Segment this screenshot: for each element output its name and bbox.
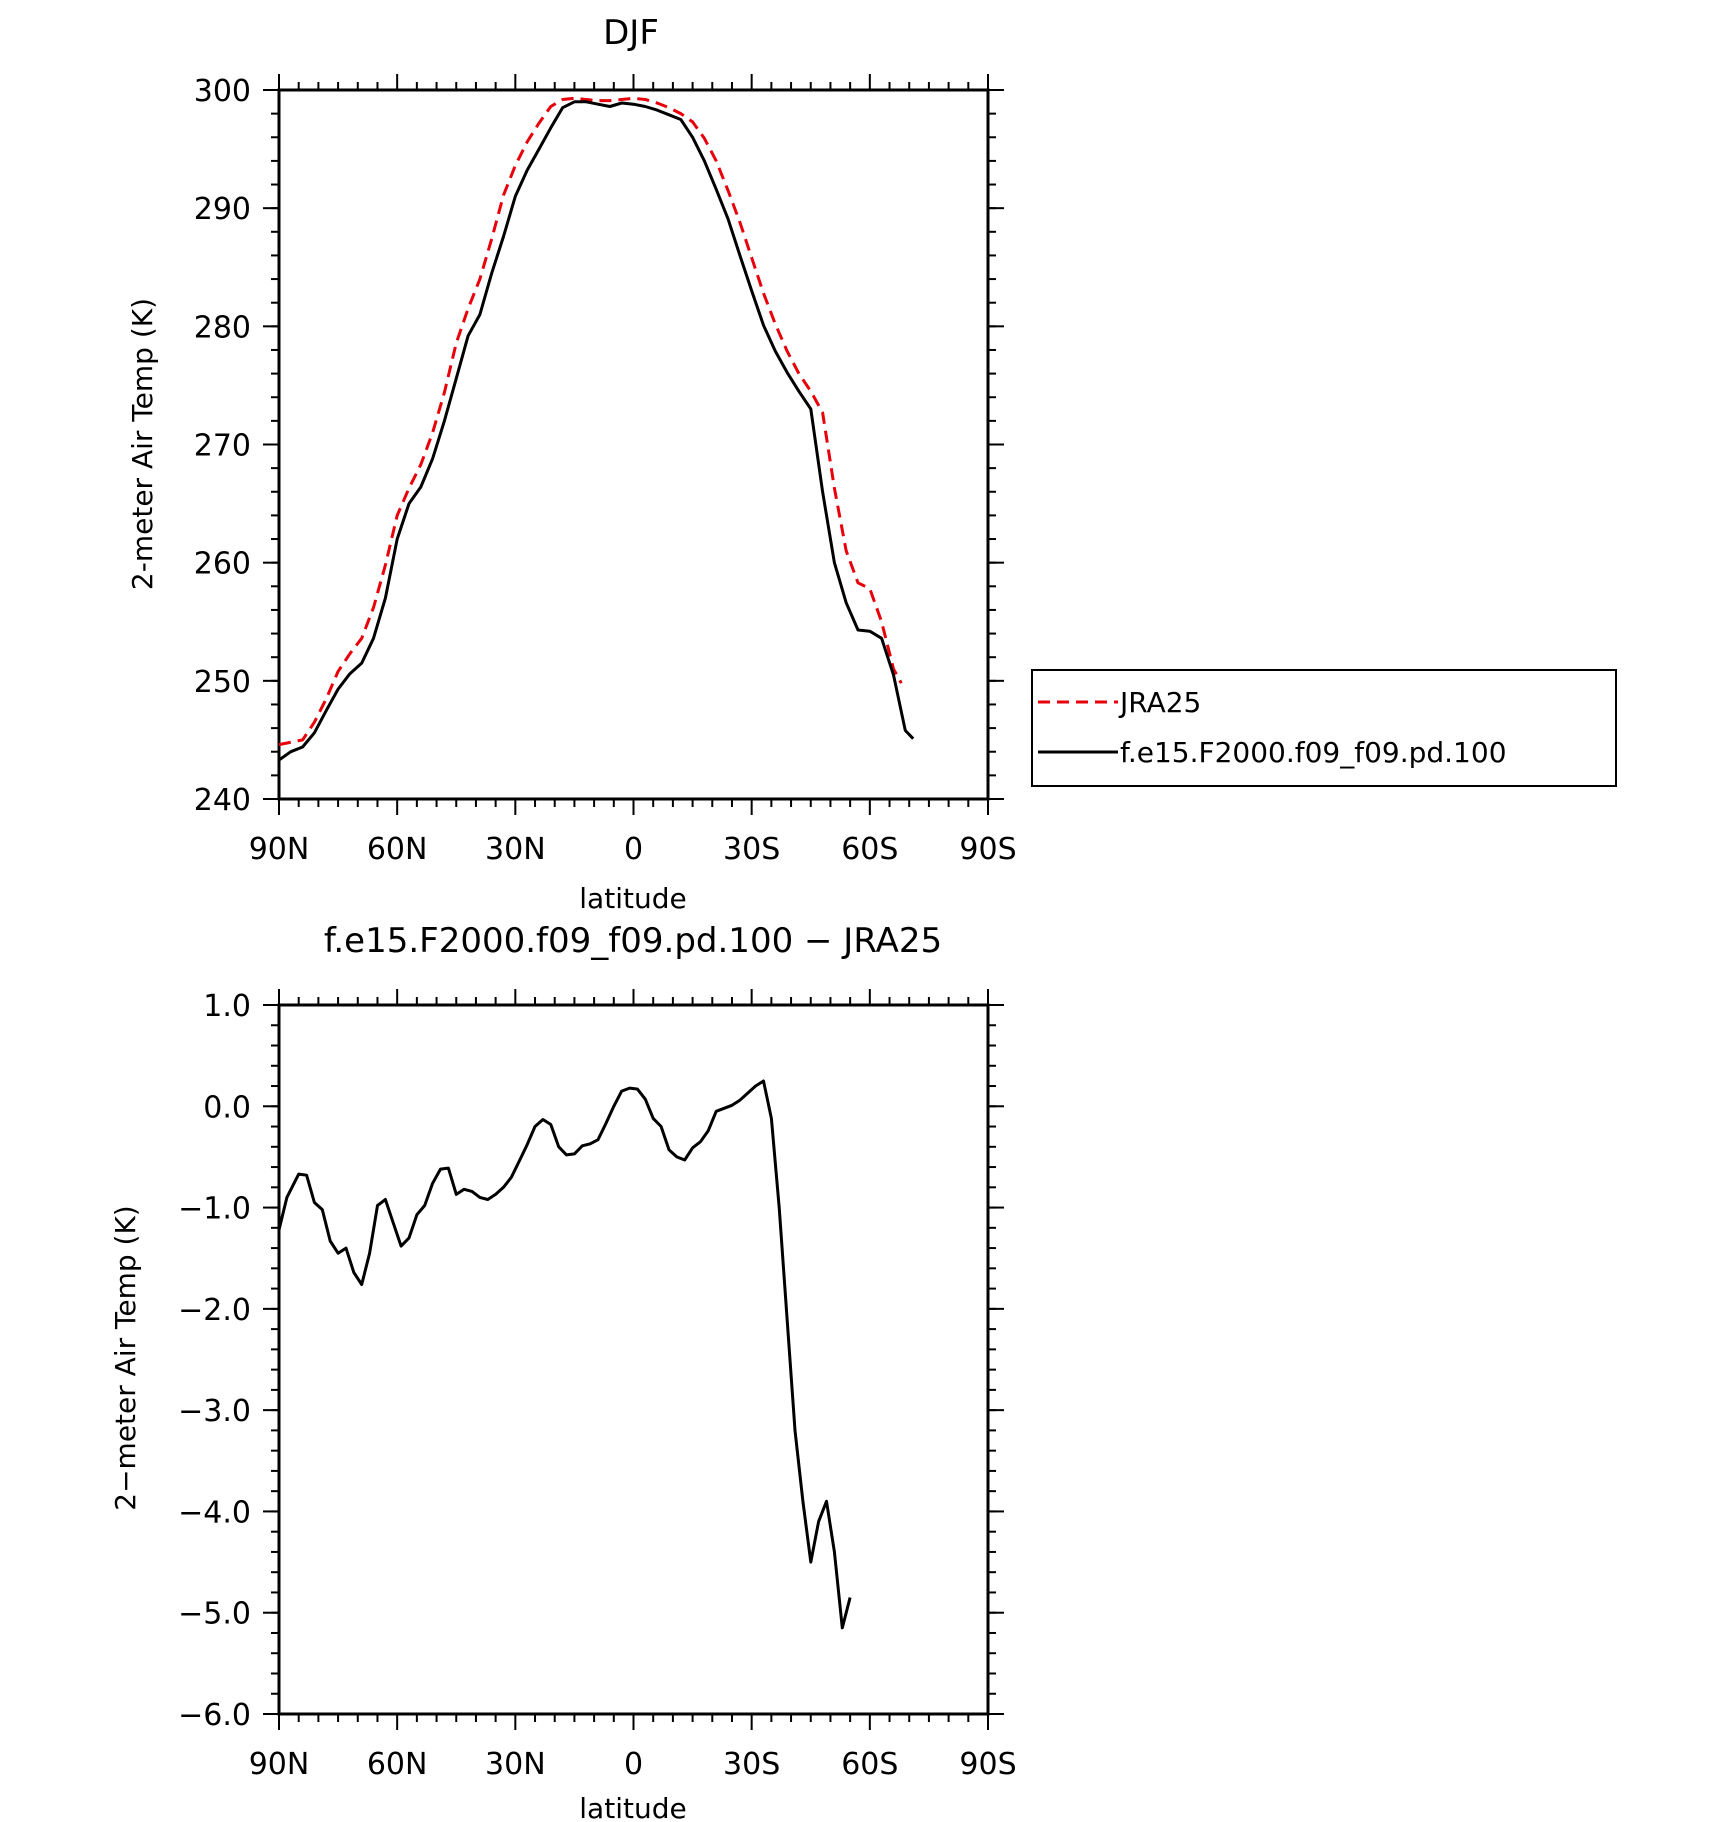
legend: JRA25 f.e15.F2000.f09_f09.pd.100 [1031,669,1617,787]
bottom-y-tick-label: −3.0 [178,1394,251,1429]
top-xlabel: latitude [579,882,686,915]
bottom-y-tick-label: −1.0 [178,1192,251,1227]
top-y-tick-label: 250 [194,665,251,700]
top-y-tick-label: 290 [194,192,251,227]
legend-label-jra25: JRA25 [1118,686,1201,719]
legend-label-model: f.e15.F2000.f09_f09.pd.100 [1120,736,1507,769]
top-y-tick-label: 280 [194,310,251,345]
top-chart-title: DJF [603,13,659,53]
top-x-tick-label: 90N [249,832,310,867]
bottom-x-tick-label: 60S [841,1747,898,1782]
bottom-series-lines [277,1079,852,1630]
top-x-tick-label: 60S [841,832,898,867]
bottom-panel: f.e15.F2000.f09_f09.pd.100 − JRA25 90N 60… [109,921,1017,1822]
top-y-tick-label: 260 [194,547,251,582]
top-ticks: 90N 60N 30N 0 30S 60S 90S 240 250 260 270 280 290 300 [194,74,1017,867]
top-series-lines [278,96,915,762]
top-x-tick-label: 90S [959,832,1016,867]
bottom-series-line-0 [277,1079,852,1630]
bottom-y-tick-label: −6.0 [178,1698,251,1733]
bottom-plot-frame [277,1003,990,1716]
bottom-ticks: 90N 60N 30N 0 30S 60S 90S 1.0 0.0 −1.0 −2.0 −3.0 −4.… [178,989,1017,1782]
top-x-tick-label: 0 [624,832,643,867]
bottom-xlabel: latitude [579,1792,686,1822]
bottom-x-tick-label: 0 [624,1747,643,1782]
top-panel: DJF 90N 60N 30N 0 30S 60S 90S 240 250 260 270 280 29… [126,13,1617,915]
bottom-x-tick-label: 90N [249,1747,310,1782]
bottom-y-tick-label: −4.0 [178,1495,251,1530]
bottom-x-tick-label: 30N [485,1747,546,1782]
top-x-tick-label: 30S [723,832,780,867]
top-series-line-0 [278,96,903,747]
bottom-y-tick-label: −5.0 [178,1597,251,1632]
bottom-ylabel: 2−meter Air Temp (K) [109,1205,142,1510]
bottom-x-tick-label: 30S [723,1747,780,1782]
bottom-x-tick-label: 90S [959,1747,1016,1782]
top-x-tick-label: 60N [367,832,428,867]
bottom-y-tick-label: 1.0 [203,989,251,1024]
top-x-tick-label: 30N [485,832,546,867]
legend-box [1031,669,1617,787]
top-y-tick-label: 270 [194,429,251,464]
top-ylabel: 2-meter Air Temp (K) [126,298,159,590]
bottom-x-tick-label: 60N [367,1747,428,1782]
top-plot-frame [277,88,990,801]
bottom-y-tick-label: 0.0 [203,1090,251,1125]
top-y-tick-label: 300 [194,74,251,109]
bottom-y-tick-label: −2.0 [178,1293,251,1328]
top-series-line-1 [278,100,915,762]
top-y-tick-label: 240 [194,783,251,818]
bottom-chart-title: f.e15.F2000.f09_f09.pd.100 − JRA25 [324,921,942,961]
